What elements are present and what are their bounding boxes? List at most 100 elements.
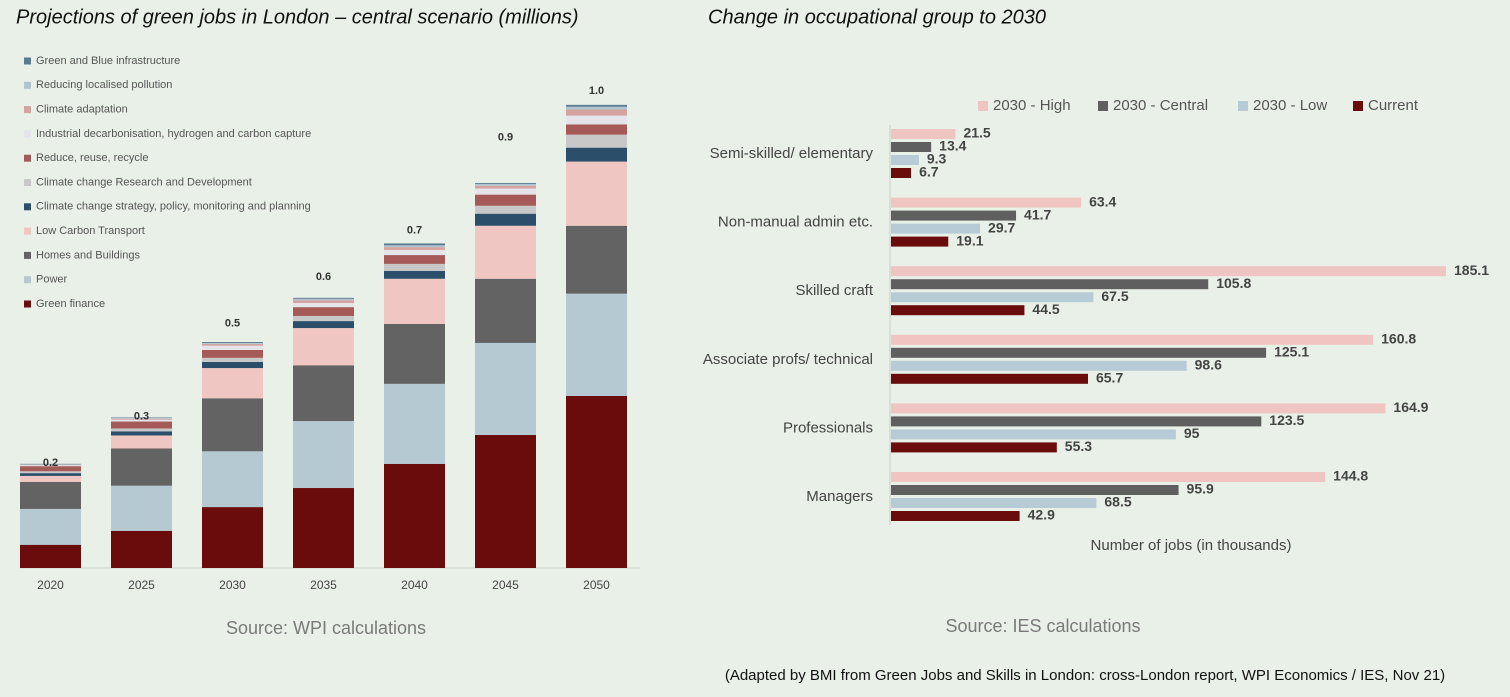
bar-segment — [566, 293, 627, 396]
value-label: 95 — [1184, 425, 1200, 441]
value-label: 21.5 — [963, 125, 990, 141]
bar-segment — [384, 270, 445, 279]
bar-segment — [475, 182, 536, 184]
bar — [891, 292, 1094, 303]
bar-segment — [202, 362, 263, 369]
bar — [891, 142, 932, 152]
legend-swatch — [24, 179, 31, 186]
bar-segment — [475, 188, 536, 195]
bar-segment — [111, 431, 172, 436]
legend-label: Reducing localised pollution — [36, 79, 172, 91]
value-label: 41.7 — [1024, 206, 1051, 222]
total-label: 0.7 — [407, 224, 422, 236]
total-label: 0.9 — [498, 131, 513, 143]
bar — [891, 155, 919, 165]
bar-segment — [384, 249, 445, 256]
legend-label: 2030 - Low — [1253, 97, 1327, 114]
value-label: 185.1 — [1454, 262, 1489, 278]
bar-segment — [566, 161, 627, 226]
bar-segment — [293, 488, 354, 568]
legend-label: Climate change strategy, policy, monitor… — [36, 201, 311, 213]
bar-segment — [111, 417, 172, 419]
bar-segment — [475, 435, 536, 568]
bar-segment — [202, 368, 263, 399]
bar-segment — [475, 225, 536, 279]
y-tick-label: Non-manual admin etc. — [718, 214, 873, 231]
bar-segment — [202, 398, 263, 452]
legend-swatch — [24, 154, 31, 162]
legend-swatch — [1098, 101, 1108, 111]
legend-swatch — [24, 251, 31, 259]
bar — [891, 210, 1017, 221]
bar-segment — [384, 323, 445, 384]
legend-swatch — [1238, 101, 1248, 111]
bar — [891, 266, 1446, 277]
bar — [891, 279, 1209, 290]
value-label: 65.7 — [1096, 370, 1123, 386]
total-label: 0.2 — [43, 457, 58, 469]
legend-label: 2030 - High — [993, 97, 1071, 114]
chart-title: Projections of green jobs in London – ce… — [16, 6, 579, 28]
bar-segment — [202, 349, 263, 358]
value-label: 29.7 — [988, 219, 1015, 235]
bar — [891, 129, 956, 139]
bar — [891, 197, 1082, 208]
value-label: 44.5 — [1032, 301, 1059, 317]
value-label: 67.5 — [1101, 288, 1128, 304]
legend-swatch — [978, 101, 988, 111]
bar-segment — [293, 307, 354, 316]
x-tick-label: 2035 — [310, 578, 337, 592]
y-tick-label: Skilled craft — [795, 282, 873, 299]
bar — [891, 472, 1326, 482]
bar-segment — [293, 315, 354, 322]
bar-segment — [566, 395, 627, 568]
value-label: 125.1 — [1274, 344, 1309, 360]
total-label: 0.6 — [316, 271, 331, 283]
bar-segment — [293, 297, 354, 299]
legend-label: Green finance — [36, 298, 105, 310]
bar-segment — [566, 104, 627, 107]
bar — [891, 442, 1057, 453]
bar — [891, 168, 912, 178]
value-label: 6.7 — [919, 164, 939, 180]
bar-segment — [384, 247, 445, 250]
legend-label: Power — [36, 274, 68, 286]
bar-segment — [293, 365, 354, 422]
bar-segment — [384, 263, 445, 271]
bar-segment — [566, 106, 627, 110]
bar-segment — [475, 183, 536, 186]
legend-label: Green and Blue infrastructure — [36, 55, 180, 67]
value-label: 63.4 — [1089, 193, 1116, 209]
legend-label: Homes and Buildings — [36, 249, 140, 261]
x-tick-label: 2045 — [492, 578, 519, 592]
y-tick-label: Associate profs/ technical — [703, 351, 873, 368]
bar — [891, 403, 1386, 414]
bar-segment — [111, 448, 172, 486]
legend-swatch — [24, 130, 31, 138]
y-tick-label: Semi-skilled/ elementary — [710, 145, 874, 162]
bar — [891, 347, 1267, 358]
bar-segment — [384, 245, 445, 248]
source: Source: IES calculations — [945, 616, 1140, 636]
bar-segment — [20, 481, 81, 509]
x-tick-label: 2020 — [37, 578, 64, 592]
y-tick-label: Managers — [806, 488, 873, 505]
bar-segment — [384, 383, 445, 464]
value-label: 123.5 — [1269, 412, 1304, 428]
bar-segment — [202, 342, 263, 343]
bar — [891, 511, 1020, 521]
bar — [891, 334, 1374, 345]
bar-segment — [202, 507, 263, 568]
bar-segment — [293, 421, 354, 489]
legend-swatch — [1353, 101, 1363, 111]
bar-segment — [20, 466, 81, 472]
bar-segment — [475, 342, 536, 436]
bar-segment — [202, 342, 263, 344]
bar-segment — [111, 421, 172, 429]
value-label: 95.9 — [1187, 481, 1214, 497]
bar-segment — [475, 205, 536, 214]
legend-swatch — [24, 203, 31, 211]
bar — [891, 360, 1187, 371]
value-label: 144.8 — [1333, 468, 1368, 484]
